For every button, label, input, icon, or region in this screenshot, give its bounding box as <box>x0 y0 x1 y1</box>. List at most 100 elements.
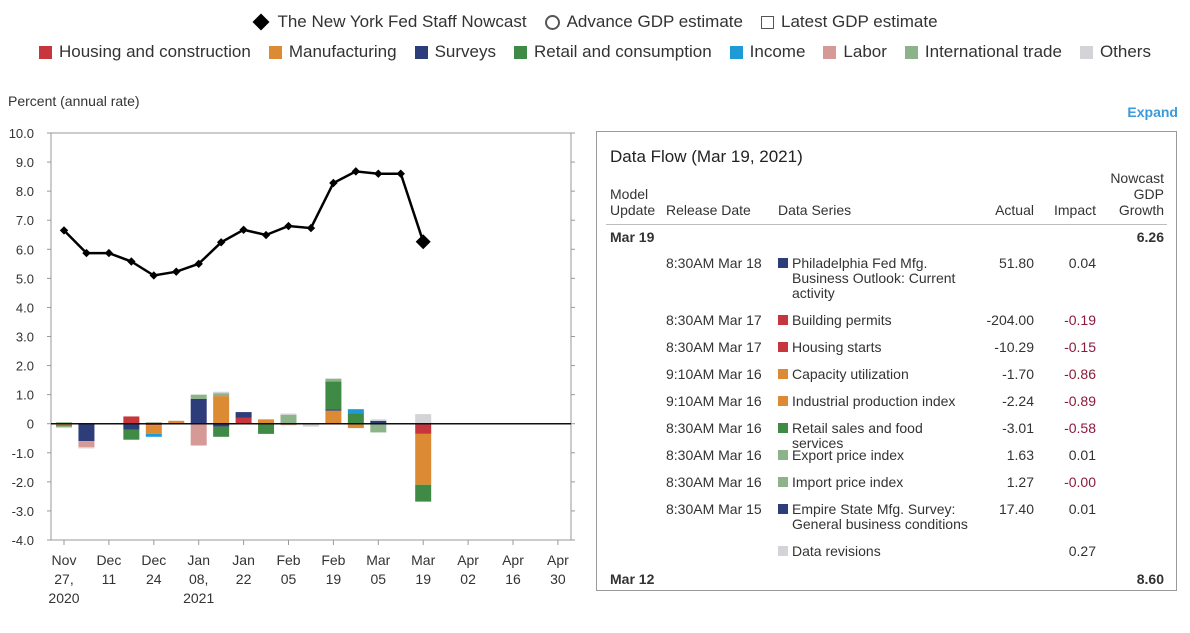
y-tick-label: -1.0 <box>12 446 34 461</box>
impact-value: -0.15 <box>1064 339 1096 355</box>
x-tick-label: 16 <box>505 571 521 587</box>
y-tick-label: 0 <box>27 417 34 432</box>
y-tick-label: 2.0 <box>16 359 34 374</box>
nowcast-point <box>194 259 203 269</box>
y-tick-label: 8.0 <box>16 184 34 199</box>
x-tick-label: 2020 <box>48 590 79 606</box>
legend-label: Surveys <box>434 42 496 61</box>
legend-label: Others <box>1099 42 1151 61</box>
header-nowcast-growth: Nowcast GDP Growth <box>1110 170 1164 218</box>
nowcast-point <box>261 230 271 240</box>
nowcast-growth: 6.26 <box>1136 229 1164 245</box>
bar-segment <box>78 441 95 447</box>
bar-segment <box>123 416 140 424</box>
actual-value: -10.29 <box>994 339 1034 355</box>
diamond-icon <box>252 13 270 31</box>
legend-category[interactable]: Surveys <box>414 42 496 62</box>
top-legend: The New York Fed Staff Nowcast Advance G… <box>0 12 1190 32</box>
legend-label: Manufacturing <box>288 42 397 61</box>
actual-value: -1.70 <box>1002 366 1034 382</box>
header-impact: Impact <box>1053 202 1096 218</box>
actual-value: 1.27 <box>1006 474 1034 490</box>
legend-category[interactable]: Retail and consumption <box>514 42 712 62</box>
x-tick-label: 19 <box>326 571 342 587</box>
legend-label: Retail and consumption <box>534 42 712 61</box>
legend-latest-gdp[interactable]: Latest GDP estimate <box>760 12 938 32</box>
bar-segment <box>145 433 162 437</box>
bar-segment <box>325 409 342 411</box>
series-swatch <box>778 504 788 514</box>
x-tick-label: Jan <box>232 552 255 568</box>
data-series: Industrial production index <box>792 393 956 409</box>
expand-button[interactable]: Expand <box>1127 104 1178 120</box>
nowcast-point <box>216 238 226 247</box>
nowcast-point <box>284 221 293 231</box>
series-swatch <box>778 369 788 379</box>
bar-segment <box>190 399 207 424</box>
x-tick-label: Apr <box>502 552 524 568</box>
x-tick-label: 08, <box>189 571 208 587</box>
bar-segment <box>190 423 207 446</box>
data-series: Philadelphia Fed Mfg. Business Outlook: … <box>792 255 956 301</box>
data-series: Capacity utilization <box>792 366 909 382</box>
bar-segment <box>258 419 275 424</box>
legend-advance-gdp[interactable]: Advance GDP estimate <box>544 12 743 32</box>
x-tick-label: Mar <box>366 552 390 568</box>
legend-label: Housing and construction <box>59 42 251 61</box>
legend-category[interactable]: Manufacturing <box>268 42 397 62</box>
bar-segment <box>56 426 72 429</box>
release-date: 8:30AM Mar 16 <box>666 447 762 463</box>
legend-category[interactable]: Income <box>729 42 805 62</box>
legend-category[interactable]: Others <box>1079 42 1151 62</box>
x-tick-label: 2021 <box>183 590 214 606</box>
series-swatch <box>778 396 788 406</box>
impact-value: 0.27 <box>1068 543 1096 559</box>
y-axis-label: Percent (annual rate) <box>8 93 140 109</box>
series-swatch <box>778 423 788 433</box>
bar-segment <box>415 423 432 434</box>
nowcast-point <box>351 167 361 176</box>
nowcast-point <box>82 248 91 258</box>
legend-label: Advance GDP estimate <box>566 12 743 31</box>
header-data-series: Data Series <box>778 202 852 218</box>
bar-segment <box>235 417 252 424</box>
nowcast-point <box>239 225 248 235</box>
nowcast-point <box>149 271 158 280</box>
impact-value: 0.01 <box>1068 501 1096 517</box>
nowcast-point <box>396 169 405 178</box>
nowcast-point <box>59 226 69 235</box>
bar-segment <box>325 378 342 382</box>
data-series: Import price index <box>792 474 904 490</box>
bar-segment <box>213 423 230 427</box>
legend-category[interactable]: Labor <box>823 42 887 62</box>
series-swatch <box>778 342 788 352</box>
release-date: 8:30AM Mar 18 <box>666 255 762 271</box>
legend-category[interactable]: International trade <box>904 42 1062 62</box>
model-update: Mar 12 <box>610 571 655 587</box>
legend-swatch <box>1079 45 1093 59</box>
x-tick-label: Nov <box>52 552 77 568</box>
x-tick-label: Dec <box>96 552 121 568</box>
bar-segment <box>280 414 297 424</box>
x-tick-label: 05 <box>281 571 297 587</box>
actual-value: -2.24 <box>1002 393 1034 409</box>
legend-swatch <box>39 45 52 59</box>
data-series: Building permits <box>792 312 892 328</box>
impact-value: -0.58 <box>1064 420 1096 436</box>
legend-category[interactable]: Housing and construction <box>39 42 251 62</box>
legend-swatch <box>268 45 282 59</box>
bar-segment <box>78 423 95 442</box>
y-tick-label: 1.0 <box>16 388 34 403</box>
bar-segment <box>415 433 432 485</box>
bar-segment <box>213 426 230 437</box>
panel-title: Data Flow (Mar 19, 2021) <box>610 147 803 166</box>
x-tick-label: 27, <box>54 571 73 587</box>
bar-segment <box>78 446 95 449</box>
bar-segment <box>325 410 342 424</box>
series-swatch <box>778 315 788 325</box>
x-tick-label: Apr <box>457 552 479 568</box>
x-tick-label: Feb <box>321 552 345 568</box>
actual-value: 1.63 <box>1006 447 1034 463</box>
legend-nowcast[interactable]: The New York Fed Staff Nowcast <box>252 12 527 32</box>
data-series: Empire State Mfg. Survey: General busine… <box>792 501 968 532</box>
